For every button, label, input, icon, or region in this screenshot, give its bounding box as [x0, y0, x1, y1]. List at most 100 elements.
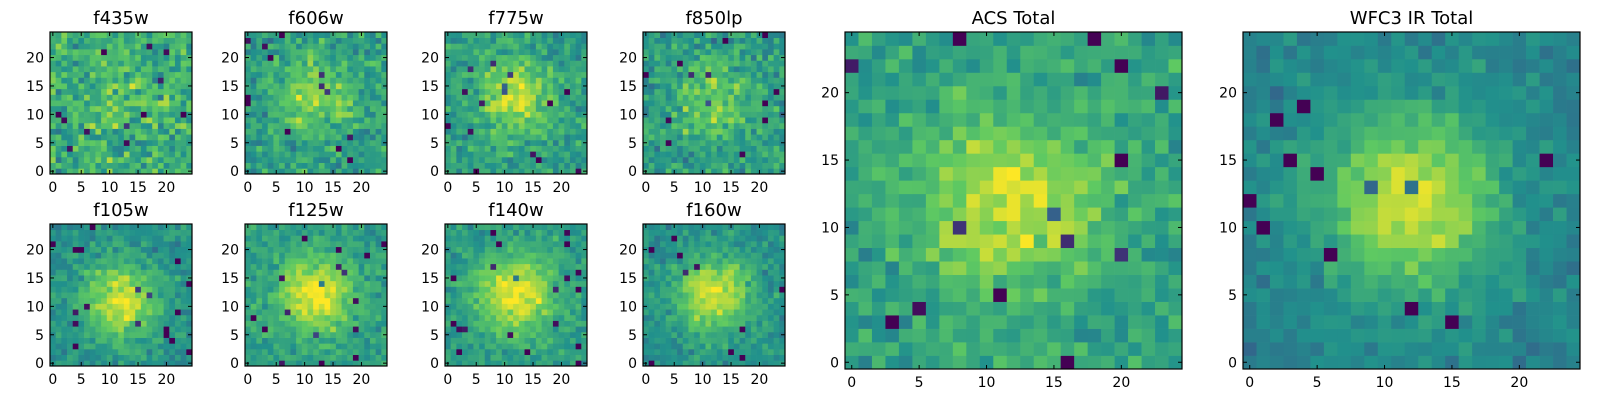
- heatmap-cell: [146, 100, 153, 107]
- heatmap-cell: [89, 292, 96, 299]
- heatmap-cell: [307, 77, 314, 84]
- heatmap-cell: [352, 292, 359, 299]
- heatmap-cell: [779, 145, 786, 152]
- heatmap-cell: [267, 280, 274, 287]
- heatmap-cell: [722, 360, 729, 367]
- heatmap-cell: [756, 343, 763, 350]
- heatmap-cell: [699, 100, 706, 107]
- heatmap-cell: [535, 286, 542, 293]
- heatmap-cell: [473, 303, 480, 310]
- heatmap-cell: [152, 105, 159, 112]
- heatmap-cell: [739, 66, 746, 73]
- heatmap-cell: [364, 269, 371, 276]
- heatmap-cell: [279, 66, 286, 73]
- heatmap-cell: [530, 292, 537, 299]
- heatmap-cell: [180, 331, 187, 338]
- heatmap-cell: [581, 297, 588, 304]
- heatmap-cell: [84, 246, 91, 253]
- heatmap-cell: [307, 83, 314, 90]
- heatmap-cell: [157, 156, 164, 163]
- heatmap-cell: [711, 360, 718, 367]
- heatmap-cell: [101, 94, 108, 101]
- heatmap-cell: [290, 77, 297, 84]
- heatmap-cell: [352, 258, 359, 265]
- heatmap-cell: [163, 105, 170, 112]
- heatmap-cell: [467, 94, 474, 101]
- heatmap-cell: [123, 37, 130, 44]
- heatmap-cell: [467, 168, 474, 175]
- heatmap-cell: [705, 43, 712, 50]
- heatmap-cell: [728, 139, 735, 146]
- heatmap-cell: [682, 303, 689, 310]
- heatmap-cell: [273, 145, 280, 152]
- heatmap-cell: [445, 320, 452, 327]
- heatmap-cell: [89, 54, 96, 61]
- heatmap-cell: [301, 354, 308, 361]
- heatmap-cell: [163, 122, 170, 129]
- heatmap-cell: [335, 263, 342, 270]
- heatmap-cell: [745, 43, 752, 50]
- heatmap-cell: [518, 139, 525, 146]
- heatmap-cell: [129, 156, 136, 163]
- heatmap-cell: [301, 49, 308, 56]
- heatmap-cell: [296, 128, 303, 135]
- heatmap-cell: [95, 326, 102, 333]
- heatmap-cell: [564, 360, 571, 367]
- heatmap-cell: [541, 49, 548, 56]
- heatmap-cell: [762, 77, 769, 84]
- heatmap-cell: [688, 54, 695, 61]
- heatmap-cell: [564, 303, 571, 310]
- heatmap-cell: [245, 122, 252, 129]
- heatmap-cell: [711, 71, 718, 78]
- heatmap-cell: [467, 246, 474, 253]
- heatmap-cell: [445, 122, 452, 129]
- heatmap-cell: [335, 32, 342, 39]
- heatmap-cell: [152, 286, 159, 293]
- heatmap-cell: [163, 100, 170, 107]
- heatmap-cell: [290, 360, 297, 367]
- heatmap-cell: [95, 309, 102, 316]
- heatmap-cell: [186, 60, 193, 67]
- heatmap-cell: [347, 162, 354, 169]
- heatmap-cell: [324, 263, 331, 270]
- heatmap-cell: [140, 360, 147, 367]
- heatmap-cell: [575, 292, 582, 299]
- heatmap-cell: [479, 269, 486, 276]
- heatmap-cell: [174, 162, 181, 169]
- heatmap-cell: [722, 162, 729, 169]
- heatmap-cell: [279, 320, 286, 327]
- heatmap-cell: [89, 343, 96, 350]
- heatmap-cell: [473, 326, 480, 333]
- heatmap-cell: [250, 83, 257, 90]
- heatmap-cell: [369, 320, 376, 327]
- heatmap-cell: [330, 331, 337, 338]
- heatmap-cell: [739, 134, 746, 141]
- heatmap-cell: [722, 275, 729, 282]
- heatmap-cell: [101, 224, 108, 231]
- heatmap-cell: [123, 49, 130, 56]
- heatmap-cell: [445, 309, 452, 316]
- heatmap-cell: [352, 37, 359, 44]
- heatmap-cell: [767, 309, 774, 316]
- heatmap-cell: [341, 122, 348, 129]
- heatmap-cell: [335, 134, 342, 141]
- x-tick-label: 10: [496, 372, 514, 388]
- heatmap-cell: [157, 151, 164, 158]
- heatmap-cell: [654, 60, 661, 67]
- heatmap-cell: [575, 162, 582, 169]
- heatmap-cell: [728, 94, 735, 101]
- heatmap-cell: [375, 229, 382, 236]
- heatmap-cell: [648, 37, 655, 44]
- heatmap-cell: [699, 37, 706, 44]
- heatmap-cell: [501, 111, 508, 118]
- heatmap-cell: [456, 43, 463, 50]
- heatmap-cell: [123, 331, 130, 338]
- heatmap-cell: [352, 134, 359, 141]
- heatmap-cell: [352, 71, 359, 78]
- heatmap-cell: [490, 275, 497, 282]
- heatmap-cell: [84, 229, 91, 236]
- heatmap-cell: [575, 275, 582, 282]
- heatmap-cell: [677, 280, 684, 287]
- heatmap-cell: [129, 66, 136, 73]
- heatmap-cell: [569, 354, 576, 361]
